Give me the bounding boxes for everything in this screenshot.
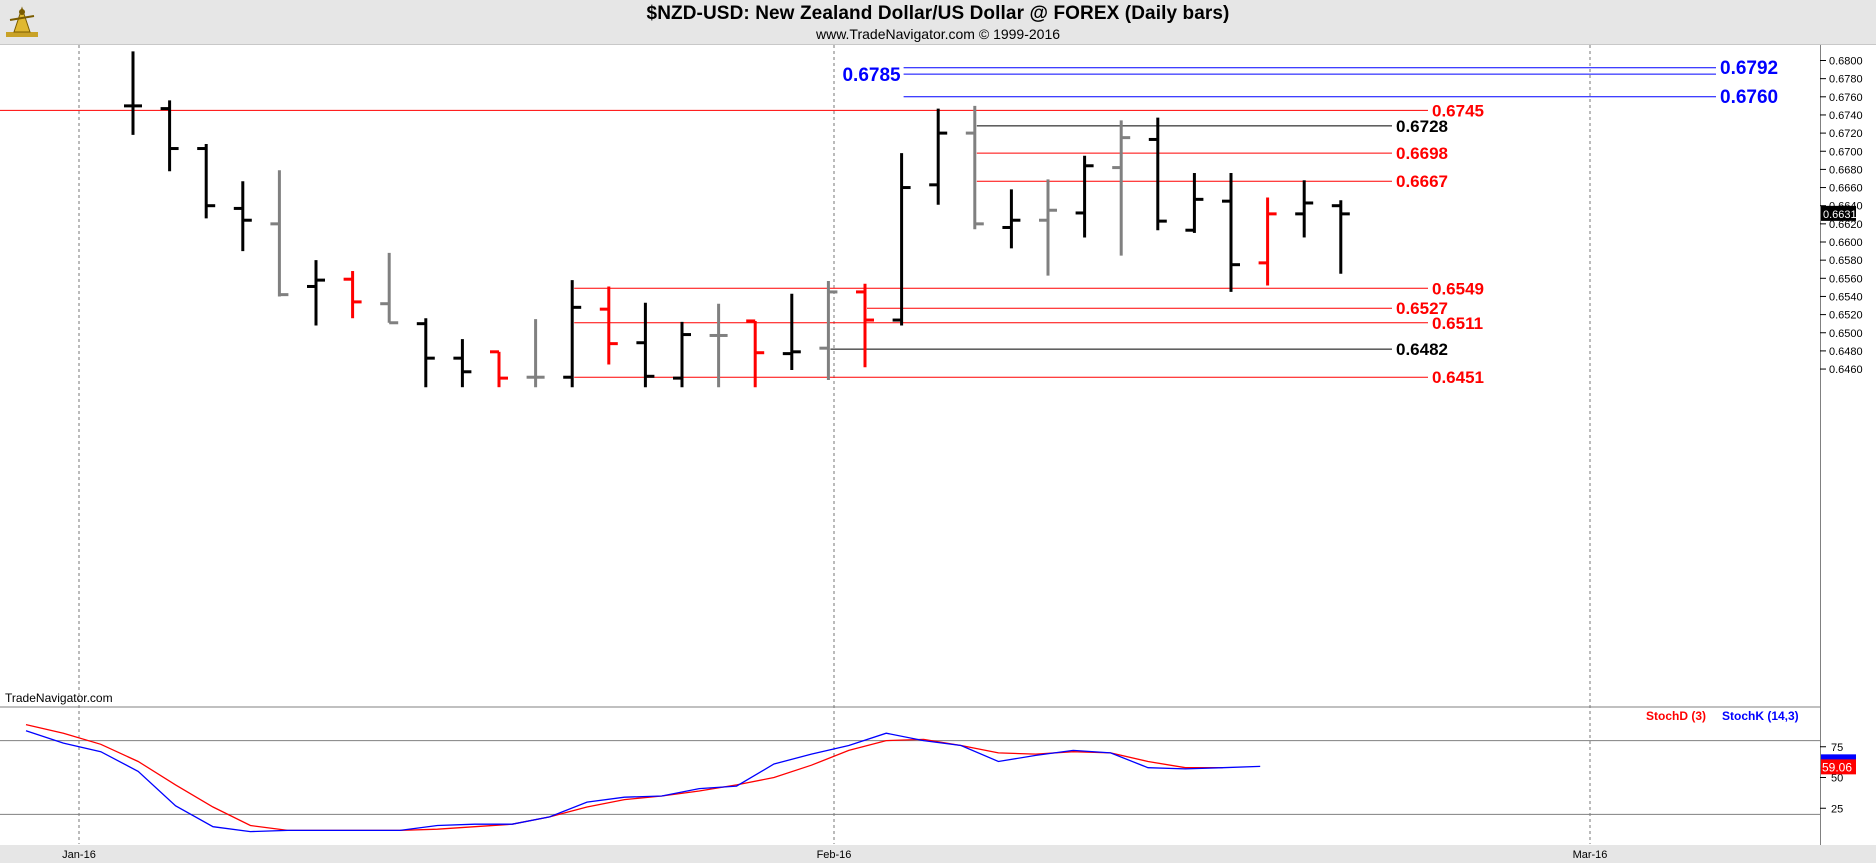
y-tick-label: 0.6480	[1829, 346, 1863, 358]
stoch-y-tick-label: 25	[1831, 803, 1843, 815]
stoch-last-value-box	[1821, 759, 1856, 775]
ohlc-bar	[1258, 197, 1277, 286]
y-tick-label: 0.6720	[1829, 128, 1863, 140]
ohlc-bar	[307, 260, 325, 326]
y-tick-label: 0.6700	[1829, 146, 1863, 158]
ohlc-bar	[929, 108, 948, 205]
axes: Jan-16 Feb-16 Mar-16 0.6800 0.6780 0.6760 0.67…	[62, 56, 1862, 862]
ohlc-bar	[416, 318, 435, 388]
y-tick-label: 0.6620	[1829, 219, 1863, 231]
level-label: 0.6745	[1432, 101, 1484, 120]
x-axis-bar	[0, 845, 1876, 863]
ohlc-bar	[1039, 179, 1057, 276]
x-tick-label: Feb-16	[817, 849, 852, 861]
ohlc-bar	[782, 293, 801, 370]
level-label: 0.6760	[1720, 87, 1778, 108]
ohlc-bar	[709, 303, 728, 388]
level-label: 0.6792	[1720, 58, 1778, 79]
ohlc-bar	[1331, 200, 1350, 274]
chart-subtitle: www.TradeNavigator.com © 1999-2016	[815, 26, 1061, 42]
level-label: 0.6667	[1396, 172, 1448, 191]
ohlc-bar	[965, 105, 984, 230]
ohlc-bar	[599, 286, 618, 365]
chart-title: $NZD-USD: New Zealand Dollar/US Dollar @…	[646, 3, 1230, 24]
y-tick-label: 0.6780	[1829, 74, 1863, 86]
y-tick-label: 0.6500	[1829, 328, 1863, 340]
level-label: 0.6549	[1432, 279, 1484, 298]
ohlc-bar	[160, 100, 179, 172]
y-tick-label: 0.6760	[1829, 92, 1863, 104]
y-tick-label: 0.6520	[1829, 310, 1863, 322]
stoch-series-line	[25, 730, 1261, 833]
level-label: 0.6698	[1396, 144, 1448, 163]
ohlc-bar	[1112, 120, 1131, 256]
ohlc-bar	[453, 339, 472, 388]
y-tick-label: 0.6560	[1829, 273, 1863, 285]
ohlc-bar	[856, 283, 874, 368]
ohlc-bar	[1002, 189, 1021, 249]
ohlc-bar	[1148, 117, 1167, 231]
ohlc-bar	[197, 143, 216, 219]
ohlc-bar	[270, 170, 289, 297]
price-plot-area	[0, 45, 1820, 706]
stoch-y-tick-label: 50	[1831, 773, 1843, 785]
x-tick-label: Jan-16	[62, 849, 96, 861]
ohlc-bar	[1295, 180, 1314, 238]
last-price-box	[1821, 205, 1856, 221]
trade-navigator-logo-icon	[6, 6, 38, 37]
gridlines	[0, 45, 1876, 863]
stoch-y-tick-label: 75	[1831, 742, 1843, 754]
stoch-last-k-marker	[1821, 754, 1856, 761]
y-tick-label: 0.6740	[1829, 110, 1863, 122]
ohlc-bar	[124, 51, 142, 135]
ohlc-bar	[1222, 173, 1240, 292]
y-tick-label: 0.6460	[1829, 364, 1863, 376]
ohlc-bar	[746, 319, 765, 388]
stoch-legend-d: StochD (3)	[1646, 709, 1706, 723]
y-tick-label: 0.6580	[1829, 255, 1863, 267]
y-tick-label: 0.6600	[1829, 237, 1863, 249]
watermark: TradeNavigator.com	[5, 691, 113, 705]
stoch-legend-k: StochK (14,3)	[1722, 709, 1799, 723]
level-label: 0.6527	[1396, 299, 1448, 318]
stoch-last-value: 59.06	[1822, 760, 1852, 774]
level-label: 0.6728	[1396, 117, 1448, 136]
ohlc-bar	[819, 281, 838, 380]
ohlc-bar	[892, 153, 911, 326]
ohlc-bar	[636, 302, 655, 388]
level-label: 0.6511	[1432, 314, 1483, 333]
ohlc-bar	[1185, 173, 1204, 233]
chart-header: $NZD-USD: New Zealand Dollar/US Dollar @…	[0, 0, 1876, 45]
y-tick-label: 0.6660	[1829, 183, 1863, 195]
ohlc-bar	[233, 181, 252, 252]
price-axis-area	[1820, 45, 1876, 863]
ohlc-bar	[563, 280, 582, 388]
x-tick-label: Mar-16	[1573, 849, 1608, 861]
level-label: 0.6785	[842, 65, 901, 86]
ohlc-bars	[124, 51, 1350, 388]
ohlc-bar	[1075, 155, 1094, 238]
ohlc-bar	[343, 271, 362, 319]
ohlc-bar	[380, 252, 399, 325]
y-tick-label: 0.6540	[1829, 291, 1863, 303]
stoch-series-line	[25, 723, 1223, 832]
y-tick-label: 0.6800	[1829, 56, 1863, 68]
ohlc-bar	[673, 321, 691, 388]
ohlc-bar	[526, 319, 545, 388]
level-label: 0.6482	[1396, 340, 1448, 359]
level-label: 0.6451	[1432, 368, 1484, 387]
ohlc-bar	[490, 350, 508, 388]
stochastic-panel: StochD (3) StochK (14,3)	[0, 709, 1820, 833]
y-tick-label: 0.6680	[1829, 164, 1863, 176]
last-price-label: 0.6631	[1823, 209, 1857, 221]
